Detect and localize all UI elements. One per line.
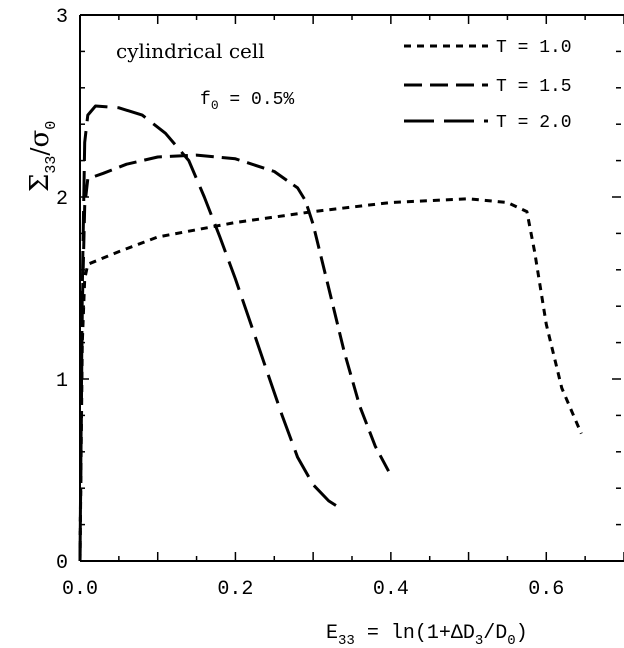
series-line-1 <box>78 197 583 562</box>
x-tick-label: 0.4 <box>373 578 409 601</box>
legend-label-2: T = 1.5 <box>496 77 572 97</box>
x-tick-label: 0.2 <box>217 578 253 601</box>
y-tick-label: 0 <box>56 552 68 575</box>
series-group <box>78 104 583 562</box>
legend: T = 1.0 T = 1.5 T = 2.0 <box>404 38 572 133</box>
y-axis-label: Σ33/σ0 <box>25 121 60 192</box>
x-tick-label: 0.0 <box>62 578 98 601</box>
y-tick-label: 2 <box>56 188 68 211</box>
annotation-initial-porosity: f0 = 0.5% <box>200 90 294 113</box>
series-line-2 <box>78 153 393 562</box>
axes-group: 0.0 0.2 0.4 0.6 0 1 2 3 <box>56 6 624 601</box>
y-tick-label: 1 <box>56 370 68 393</box>
series-line-3 <box>78 104 342 562</box>
legend-label-3: T = 2.0 <box>496 113 572 133</box>
y-tick-label: 3 <box>56 6 68 29</box>
annotation-cell-type: cylindrical cell <box>116 39 265 63</box>
legend-label-1: T = 1.0 <box>496 38 572 58</box>
x-axis-label: E33 = ln(1+ΔD3/D0) <box>326 622 528 648</box>
x-tick-label: 0.6 <box>528 578 564 601</box>
